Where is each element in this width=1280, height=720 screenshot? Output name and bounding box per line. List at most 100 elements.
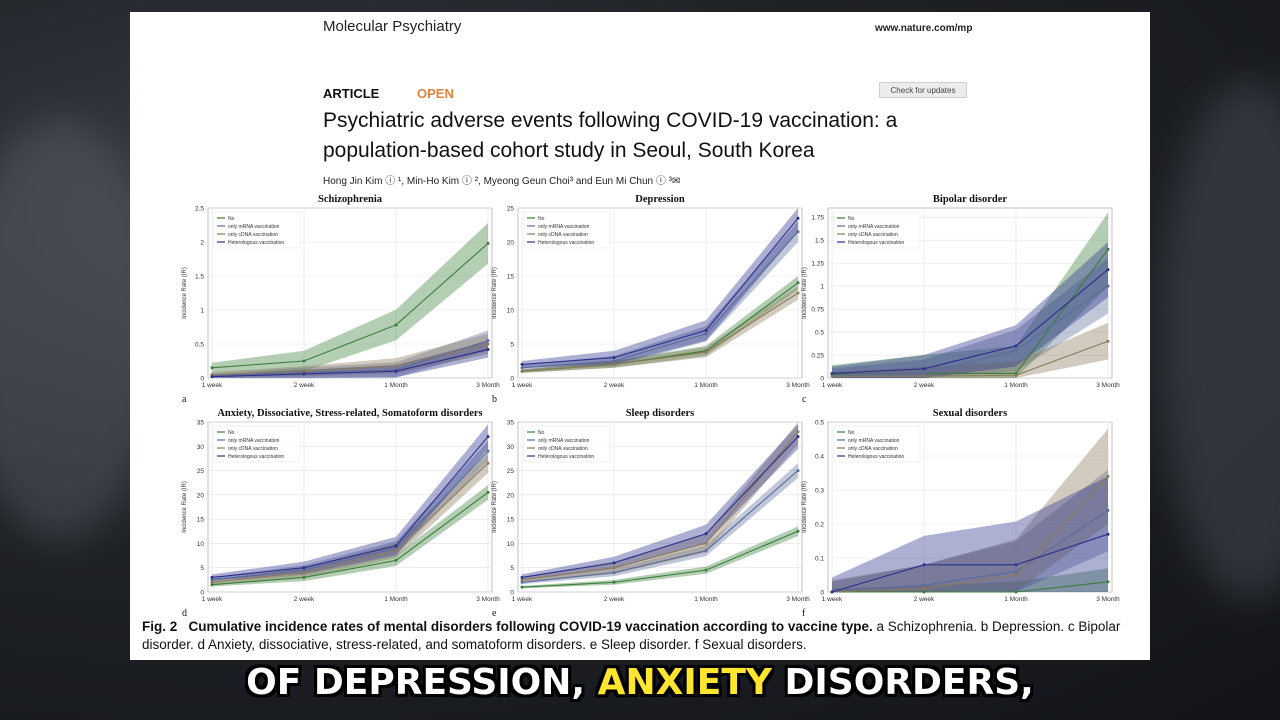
- video-subtitle: OF DEPRESSION, ANXIETY DISORDERS,: [0, 662, 1280, 703]
- data-point: [394, 364, 398, 368]
- y-tick-label: 0: [510, 590, 514, 597]
- confidence-band: [522, 424, 798, 581]
- legend-box: [213, 211, 301, 249]
- legend-label: No: [848, 430, 855, 436]
- data-point: [520, 369, 524, 373]
- y-tick-label: 1.25: [811, 261, 824, 268]
- data-point: [830, 371, 834, 375]
- x-tick-label: 1 Month: [694, 382, 718, 389]
- y-tick-label: 20: [507, 492, 515, 499]
- legend-label: No: [228, 216, 235, 222]
- x-tick-label: 2 week: [294, 382, 315, 389]
- y-tick-label: 0.5: [815, 420, 824, 427]
- x-tick-label: 3 Month: [1096, 596, 1120, 603]
- series-line: [521, 436, 799, 578]
- paper-page: Molecular Psychiatry www.nature.com/mp A…: [130, 12, 1150, 660]
- data-point: [394, 546, 398, 550]
- data-point: [796, 281, 800, 285]
- y-tick-label: 0.75: [811, 307, 824, 314]
- chart-panel-f: 0 0.1 0.2 0.3 0.4 0.5 1 week 2 week 1 Month 3 Mon…: [790, 402, 1120, 622]
- y-tick-label: 15: [507, 274, 515, 281]
- data-point: [1014, 590, 1018, 594]
- y-axis-label: Incidence Rate (IR): [492, 481, 498, 533]
- y-tick-label: 0: [510, 376, 514, 383]
- data-point: [796, 230, 800, 234]
- data-point: [1106, 532, 1110, 536]
- data-point: [612, 571, 616, 575]
- legend-box: [523, 425, 611, 463]
- data-point: [796, 529, 800, 533]
- data-point: [302, 372, 306, 376]
- data-point: [1106, 508, 1110, 512]
- data-point: [1106, 247, 1110, 251]
- data-point: [1106, 268, 1110, 272]
- series-line: [831, 285, 1109, 376]
- journal-name: Molecular Psychiatry: [323, 18, 462, 35]
- confidence-band: [212, 441, 488, 583]
- background-smoke: [1160, 80, 1280, 600]
- legend-label: No: [538, 216, 545, 222]
- y-tick-label: 2.5: [195, 206, 204, 213]
- data-point: [922, 590, 926, 594]
- x-tick-label: 3 Month: [786, 596, 810, 603]
- data-point: [302, 571, 306, 575]
- chart-svg: 0 0.5 1 1.5 2 2.5 1 week 2 week 1 Month 3 Month In…: [182, 194, 500, 405]
- y-tick-label: 1.75: [811, 215, 824, 222]
- check-updates-button[interactable]: Check for updates: [879, 82, 967, 98]
- data-point: [796, 430, 800, 434]
- y-tick-label: 25: [197, 468, 205, 475]
- article-label: ARTICLE: [323, 86, 380, 101]
- x-tick-label: 2 week: [604, 596, 625, 603]
- confidence-band: [522, 422, 798, 583]
- y-tick-label: 1: [200, 308, 204, 315]
- data-point: [612, 362, 616, 366]
- open-access-label: OPEN: [417, 86, 454, 101]
- y-tick-label: 0: [820, 376, 824, 383]
- chart-title: Anxiety, Dissociative, Stress-related, S…: [217, 408, 482, 419]
- confidence-band: [522, 286, 798, 373]
- legend-label: only mRNA vaccination: [228, 438, 280, 444]
- series-line: [211, 436, 489, 578]
- author-list: Hong Jin Kim ⓘ ¹, Min-Ho Kim ⓘ ², Myeong…: [323, 176, 681, 187]
- y-axis-label: Incidence Rate (IR): [492, 267, 498, 319]
- legend-label: only mRNA vaccination: [228, 224, 280, 230]
- chart-panel-d: 0 5 10 15 20 25 30 35 1 week 2 week 1 Month 3 Month…: [170, 402, 500, 622]
- data-point: [486, 347, 490, 351]
- chart-title: Sexual disorders: [933, 408, 1007, 419]
- data-point: [394, 558, 398, 562]
- series-line: [831, 269, 1109, 374]
- legend-label: only cDNA vaccination: [538, 446, 588, 452]
- y-axis-label: Incidence Rate (IR): [182, 267, 188, 319]
- x-tick-label: 1 Month: [1004, 596, 1028, 603]
- chart-panel-a: 0 0.5 1 1.5 2 2.5 1 week 2 week 1 Month 3 Month In…: [170, 188, 500, 408]
- x-tick-label: 1 week: [202, 382, 223, 389]
- x-tick-label: 1 week: [512, 382, 533, 389]
- series-line: [831, 533, 1109, 593]
- y-tick-label: 1.5: [815, 238, 824, 245]
- panel-letter: e: [492, 608, 497, 619]
- y-tick-label: 5: [510, 565, 514, 572]
- y-tick-label: 2: [200, 240, 204, 247]
- x-tick-label: 2 week: [604, 382, 625, 389]
- y-tick-label: 1.5: [195, 274, 204, 281]
- data-point: [704, 549, 708, 553]
- x-tick-label: 1 Month: [384, 596, 408, 603]
- confidence-band: [522, 208, 798, 368]
- legend-label: only cDNA vaccination: [848, 232, 898, 238]
- confidence-band: [212, 485, 488, 587]
- legend-label: only cDNA vaccination: [848, 446, 898, 452]
- data-point: [520, 578, 524, 582]
- data-point: [486, 490, 490, 494]
- data-point: [922, 367, 926, 371]
- series-line: [831, 476, 1109, 593]
- confidence-band: [832, 322, 1108, 378]
- data-point: [302, 566, 306, 570]
- legend-label: Heterologous vaccination: [538, 240, 594, 246]
- confidence-band: [522, 463, 798, 585]
- chart-panel-c: 0 0.25 0.5 0.75 1 1.25 1.5 1.75 1 week 2 week 1 Mo…: [790, 188, 1120, 408]
- data-point: [302, 359, 306, 363]
- x-tick-label: 2 week: [914, 382, 935, 389]
- series-line: [211, 343, 489, 376]
- y-tick-label: 0: [200, 376, 204, 383]
- y-axis-label: Incidence Rate (IR): [182, 481, 188, 533]
